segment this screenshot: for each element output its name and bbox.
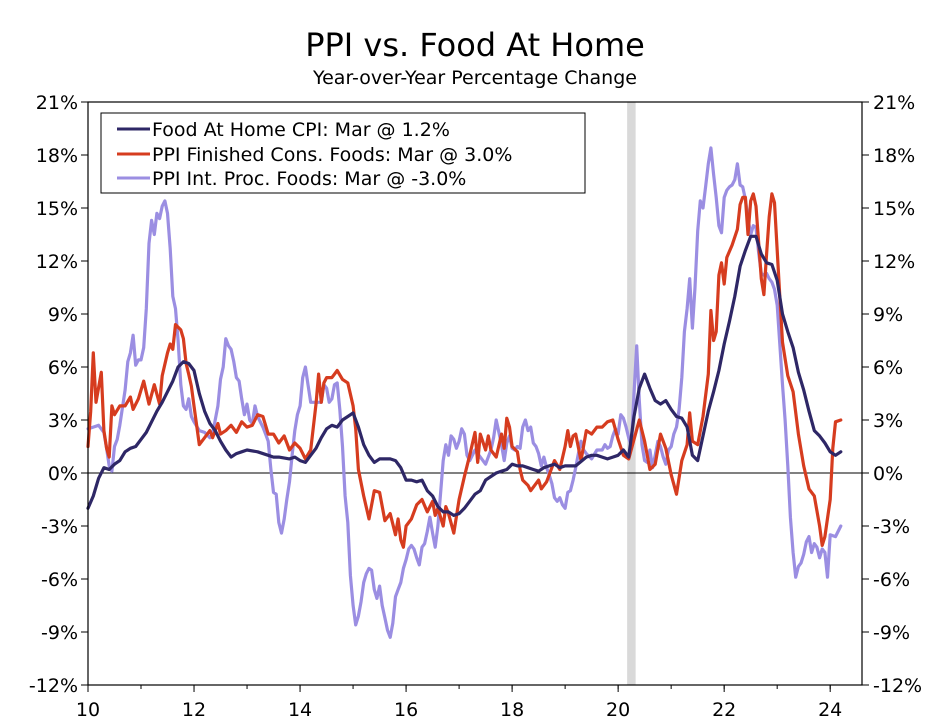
legend-label-food-at-home-cpi: Food At Home CPI: Mar @ 1.2%: [152, 119, 450, 141]
series-layer: [86, 146, 843, 639]
y-tick-label-right: 18%: [873, 145, 915, 167]
recession-band: [627, 102, 636, 685]
y-tick-label-left: 21%: [36, 92, 78, 114]
y-tick-label-left: 9%: [48, 304, 78, 326]
y-tick-label-right: -6%: [873, 569, 910, 591]
x-tick-label: 20: [606, 699, 630, 721]
y-axis-left-labels: 21% 18% 15% 12% 9% 6% 3% 0% -3% -6% -9% -12%: [29, 92, 78, 697]
x-tick-label: 18: [500, 699, 524, 721]
y-tick-label-left: 6%: [48, 357, 78, 379]
recession-shading-layer: [627, 102, 636, 685]
legend-label-ppi-int-proc-foods: PPI Int. Proc. Foods: Mar @ -3.0%: [152, 168, 466, 190]
y-tick-label-right: -3%: [873, 516, 910, 538]
y-tick-label-right: 21%: [873, 92, 915, 114]
x-tick-label: 14: [288, 699, 312, 721]
y-tick-label-right: -9%: [873, 622, 910, 644]
legend: Food At Home CPI: Mar @ 1.2% PPI Finishe…: [100, 112, 586, 194]
y-tick-label-right: -12%: [873, 675, 922, 697]
x-tick-label: 24: [818, 699, 842, 721]
ticks-layer: [81, 101, 869, 692]
y-tick-label-left: 18%: [36, 145, 78, 167]
plot-frame: [87, 101, 863, 686]
chart-title: PPI vs. Food At Home: [305, 26, 645, 64]
x-tick-label: 16: [394, 699, 418, 721]
y-tick-label-right: 15%: [873, 198, 915, 220]
y-tick-label-left: 12%: [36, 251, 78, 273]
chart-subtitle: Year-over-Year Percentage Change: [312, 67, 637, 89]
y-tick-label-right: 3%: [873, 410, 903, 432]
y-tick-label-left: -6%: [41, 569, 78, 591]
x-tick-label: 10: [76, 699, 100, 721]
y-tick-label-right: 12%: [873, 251, 915, 273]
series-line-ppi-finished-cons-foods: [86, 192, 843, 549]
y-tick-label-right: 6%: [873, 357, 903, 379]
y-axis-right-labels: 21% 18% 15% 12% 9% 6% 3% 0% -3% -6% -9% -12%: [873, 92, 922, 697]
x-tick-label: 22: [712, 699, 736, 721]
series-line-ppi-int-proc-foods: [86, 146, 843, 639]
series-line-food-at-home-cpi: [86, 234, 843, 517]
x-tick-label: 12: [182, 699, 206, 721]
y-tick-label-left: 0%: [48, 463, 78, 485]
y-tick-label-left: 3%: [48, 410, 78, 432]
y-tick-label-left: -12%: [29, 675, 78, 697]
legend-label-ppi-finished-cons-foods: PPI Finished Cons. Foods: Mar @ 3.0%: [152, 144, 512, 166]
x-axis-labels: 10 12 14 16 18 20 22 24: [76, 699, 842, 721]
legend-box: [100, 112, 586, 194]
y-tick-label-left: -3%: [41, 516, 78, 538]
y-tick-label-right: 9%: [873, 304, 903, 326]
y-tick-label-left: 15%: [36, 198, 78, 220]
y-tick-label-left: -9%: [41, 622, 78, 644]
y-tick-label-right: 0%: [873, 463, 903, 485]
